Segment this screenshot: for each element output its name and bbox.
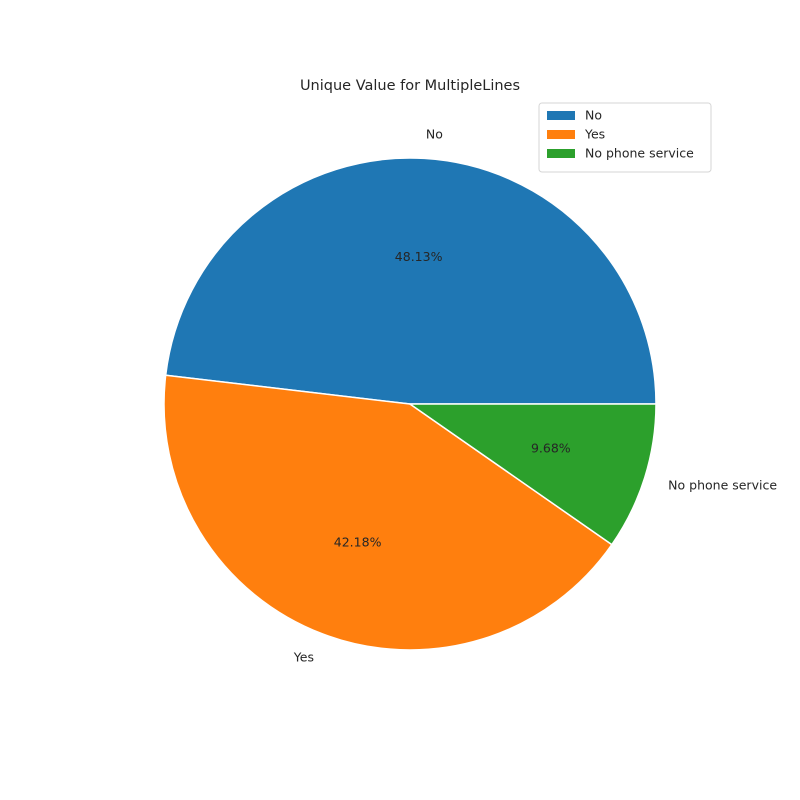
slice-percent-yes: 42.18% — [334, 534, 382, 549]
pie-slice-no — [164, 157, 657, 405]
legend: No Yes No phone service — [538, 102, 712, 173]
legend-frame — [538, 102, 712, 173]
legend-swatch-no-phone-service — [547, 149, 575, 158]
legend-label-no: No — [585, 108, 602, 123]
chart-title: Unique Value for MultipleLines — [300, 78, 520, 94]
pie-slice-yes — [163, 374, 613, 651]
slices-layer — [163, 157, 657, 651]
legend-label-yes: Yes — [584, 127, 605, 142]
legend-swatch-yes — [547, 130, 575, 139]
slice-label-no-phone-service: No phone service — [668, 478, 777, 493]
legend-swatch-no — [547, 111, 575, 120]
slice-label-no: No — [426, 126, 443, 141]
slice-label-yes: Yes — [293, 649, 314, 664]
pie-slice-no-phone-service — [409, 403, 657, 546]
labels-layer: No 48.13% Yes 42.18% No phone service 9.68% — [293, 126, 778, 664]
slice-percent-no: 48.13% — [395, 249, 443, 264]
legend-label-no-phone-service: No phone service — [585, 146, 694, 161]
slice-percent-no-phone-service: 9.68% — [531, 441, 571, 456]
